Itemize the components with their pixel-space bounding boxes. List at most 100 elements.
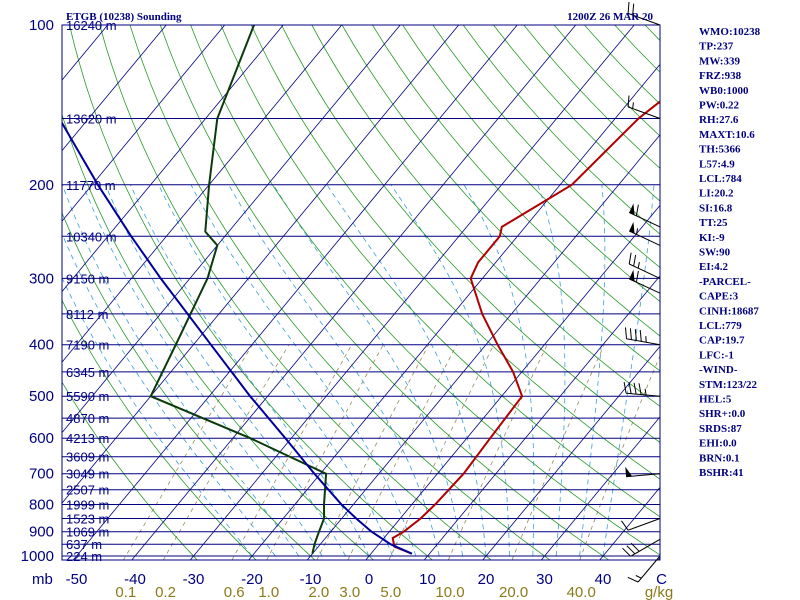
moist-adiabat-lines <box>62 184 655 557</box>
wind-barb-feather <box>623 381 627 394</box>
moist-adiabat <box>62 276 253 557</box>
index-item: FRZ:938 <box>699 70 742 82</box>
isotherm <box>248 63 660 560</box>
frame-rect <box>61 24 661 561</box>
index-item: KI:-9 <box>699 232 725 244</box>
wind-barb-feather <box>633 254 637 267</box>
wind-barb-shaft <box>626 338 661 346</box>
height-label: 8112 m <box>66 307 108 322</box>
isotherm <box>62 25 226 222</box>
dry-adiabat <box>62 299 257 560</box>
mixing-ratio-label: 3.0 <box>339 584 360 600</box>
dry-adiabat <box>281 25 660 443</box>
index-item: HEL:5 <box>699 394 732 406</box>
dry-adiabat <box>462 25 660 235</box>
wind-barb <box>628 252 661 279</box>
isotherm <box>482 345 660 560</box>
index-item: SI:16.8 <box>699 202 733 214</box>
wind-barb <box>625 327 661 346</box>
index-item: LFC:-1 <box>699 349 734 361</box>
wind-barb-feather <box>639 329 642 342</box>
wind-barb-feather <box>627 1 630 14</box>
wind-barb-shaft <box>628 230 661 246</box>
moist-adiabat <box>273 184 463 557</box>
dry-adiabat <box>99 25 492 560</box>
wind-barb-shaft <box>627 12 661 26</box>
temperature-unit-label: C <box>656 571 667 588</box>
index-item: BRN:0.1 <box>699 452 740 464</box>
wind-barb <box>628 269 661 294</box>
isotherm <box>62 25 343 363</box>
mixing-ratio-label: 2.0 <box>308 584 329 600</box>
isobar-lines <box>62 24 660 557</box>
dry-adiabat <box>250 25 660 480</box>
pressure-label: 200 <box>29 177 54 194</box>
dewpoint-line <box>149 25 328 554</box>
wind-barb-feather <box>621 520 629 531</box>
mixing-ratio-label: 0.6 <box>224 584 245 600</box>
moist-adiabat <box>537 184 566 557</box>
index-item: RH:27.6 <box>699 114 739 126</box>
dry-adiabat <box>341 25 660 372</box>
index-item: SW:90 <box>699 247 731 259</box>
wind-barb <box>627 95 661 119</box>
height-label: 10340 m <box>66 229 117 244</box>
height-label: 4870 m <box>66 411 109 426</box>
mixing-ratio-line <box>316 344 430 560</box>
index-item: -WIND- <box>699 364 738 376</box>
height-label: 4213 m <box>66 431 109 446</box>
index-item: WMO:10238 <box>699 26 761 38</box>
wind-barb-feather <box>626 545 636 555</box>
mixing-ratio-line <box>347 344 458 560</box>
dry-adiabat <box>432 25 660 269</box>
wind-barb-feather <box>627 576 639 583</box>
index-item: LCL:779 <box>699 320 742 332</box>
wind-barb-flag <box>629 269 635 282</box>
index-item: L57:4.9 <box>699 158 735 170</box>
mixing-ratio-line <box>162 344 290 560</box>
isotherm <box>62 25 401 434</box>
index-item: MW:339 <box>699 55 740 67</box>
height-label: 7190 m <box>66 338 109 353</box>
wind-barb-feather <box>632 3 635 16</box>
sounding-time: 1200Z 26 MAR 20 <box>567 11 653 23</box>
moist-adiabat <box>130 184 370 557</box>
temperature-label: 0 <box>365 571 373 588</box>
wind-barb <box>627 555 661 583</box>
wind-barb-shaft <box>637 555 661 583</box>
height-label: 1523 m <box>66 512 109 527</box>
index-item: LCL:784 <box>699 173 742 185</box>
mixing-ratio-label: 0.1 <box>115 584 136 600</box>
temperature-label: -50 <box>66 571 88 588</box>
dry-adiabat <box>190 25 660 556</box>
isotherm <box>189 25 635 560</box>
isotherm <box>365 204 660 560</box>
temperature-label: -30 <box>183 571 205 588</box>
isotherm <box>599 486 660 560</box>
isotherm <box>131 25 577 560</box>
moist-adiabat <box>105 184 346 557</box>
height-labels: 16240 m 13620 m 11770 m 10340 m 9150 m 8112 m… <box>66 18 117 564</box>
wind-barb-shaft <box>627 106 661 119</box>
dry-adiabat <box>62 381 198 560</box>
moist-adiabat <box>579 184 606 557</box>
wind-barb-shaft <box>626 392 661 397</box>
index-item: LI:20.2 <box>699 188 734 200</box>
index-item: -PARCEL- <box>699 276 751 288</box>
wind-barb-feather <box>622 547 631 557</box>
index-item: SRDS:87 <box>699 423 742 435</box>
temperature-label: -20 <box>241 571 263 588</box>
wind-barb-feather <box>627 95 630 107</box>
isotherm <box>62 25 167 152</box>
wind-barb-feather <box>629 328 632 340</box>
wind-barb-feather <box>635 270 639 283</box>
mixing-ratio-line <box>447 344 548 560</box>
mixing-ratio-lines <box>122 344 660 560</box>
sounding-profiles <box>62 25 660 555</box>
isotherm <box>72 25 518 560</box>
isotherm <box>306 134 660 560</box>
wind-barb-half-feather <box>644 388 647 395</box>
chart-title: ETGB (10238) Sounding <box>66 11 182 23</box>
dry-adiabat <box>220 25 660 518</box>
height-label: 6345 m <box>66 365 109 380</box>
